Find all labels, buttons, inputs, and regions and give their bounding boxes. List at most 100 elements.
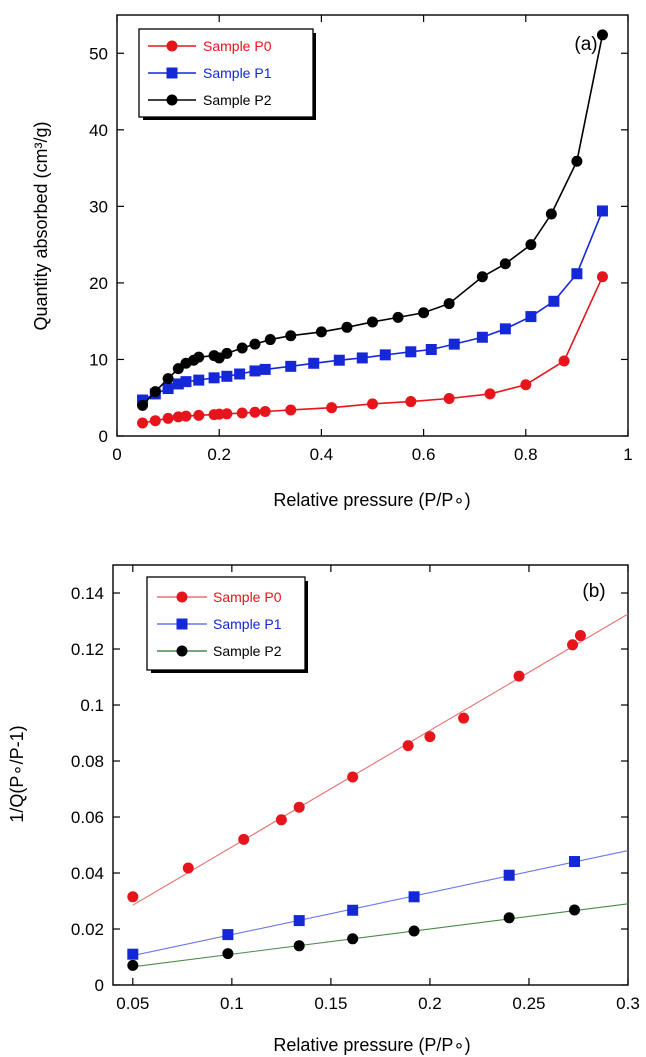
- data-point: [548, 295, 560, 307]
- x-tick-label: 0.1: [220, 994, 244, 1013]
- fit-line: [132, 903, 629, 968]
- y-tick-label: 0.12: [71, 640, 104, 659]
- data-point: [127, 948, 139, 960]
- data-point: [180, 376, 192, 388]
- data-point: [172, 378, 184, 390]
- series-group-a: [137, 29, 608, 429]
- y-axis-label-a: Quantity absorbed (cm³/g): [31, 121, 51, 330]
- legend-shadow-bottom-b: [151, 670, 308, 673]
- data-point: [308, 357, 320, 369]
- plot-frame-a: [116, 14, 629, 437]
- legend-marker: [166, 67, 178, 79]
- legend-label: Sample P0: [203, 38, 272, 54]
- y-tick-label: 0.08: [71, 752, 104, 771]
- data-point: [402, 740, 414, 752]
- data-point: [208, 372, 220, 384]
- data-point: [571, 155, 583, 167]
- data-point: [264, 334, 276, 346]
- data-point: [222, 948, 234, 960]
- data-point: [503, 869, 515, 881]
- data-point: [333, 354, 345, 366]
- data-point: [315, 326, 327, 338]
- data-point: [574, 630, 586, 642]
- panel-label-b: (b): [582, 581, 605, 602]
- data-point: [405, 346, 417, 358]
- data-point: [275, 814, 287, 826]
- data-point: [499, 258, 511, 270]
- data-point: [379, 349, 391, 361]
- x-tick-label: 0.25: [512, 994, 545, 1013]
- data-point: [193, 351, 205, 363]
- data-point: [569, 856, 581, 868]
- y-tick-label: 20: [89, 274, 108, 293]
- data-point: [367, 398, 378, 410]
- data-point: [525, 311, 537, 323]
- legend-label: Sample P1: [203, 65, 272, 81]
- data-point: [326, 402, 338, 414]
- data-point: [193, 374, 205, 386]
- data-point: [293, 915, 305, 927]
- data-point: [408, 891, 420, 903]
- data-point: [137, 399, 149, 411]
- data-point: [293, 801, 305, 813]
- data-point: [127, 891, 139, 903]
- data-point: [392, 311, 404, 323]
- data-point: [285, 404, 297, 416]
- fit-line: [132, 850, 629, 957]
- panel-label-a: (a): [574, 34, 597, 55]
- data-point: [476, 271, 488, 283]
- y-tick-label: 50: [89, 44, 108, 63]
- data-point: [221, 347, 233, 359]
- data-point: [182, 862, 194, 874]
- series-group-b: [127, 613, 629, 971]
- data-point: [405, 396, 417, 408]
- x-tick-label: 0.15: [314, 994, 347, 1013]
- legend-label: Sample P2: [203, 92, 272, 108]
- data-point: [503, 912, 515, 924]
- data-point: [418, 307, 430, 319]
- data-point: [221, 408, 233, 420]
- data-point: [249, 406, 261, 418]
- data-point: [285, 330, 297, 342]
- data-point: [545, 208, 557, 220]
- data-point: [149, 415, 161, 427]
- chart-b: 0.05 0.1 0.15 0.2 0.25 0.3 0 0.02 0.04 0.06 0.08 0.…: [7, 564, 640, 1055]
- legend-marker: [176, 645, 188, 657]
- data-point: [558, 355, 570, 367]
- data-point: [172, 363, 184, 375]
- data-point: [341, 321, 353, 333]
- data-point: [569, 904, 581, 916]
- data-point: [443, 298, 455, 310]
- x-tick-label: 0.8: [514, 445, 538, 464]
- series-sample-p1: [127, 850, 629, 960]
- legend-b: Sample P0 Sample P1 Sample P2: [146, 576, 308, 673]
- legend-marker: [176, 618, 188, 630]
- y-axis-label-b: 1/Q(P∘/P-1): [7, 725, 27, 822]
- legend-a: Sample P0 Sample P1 Sample P2: [138, 28, 316, 120]
- data-point: [458, 712, 470, 724]
- data-point: [484, 388, 496, 400]
- data-point: [408, 925, 420, 937]
- data-point: [259, 406, 271, 418]
- data-point: [285, 360, 297, 372]
- data-point: [162, 383, 174, 395]
- data-point: [259, 363, 271, 375]
- y-tick-label: 0.1: [80, 696, 104, 715]
- x-tick-label: 0.3: [616, 994, 640, 1013]
- data-point: [347, 904, 359, 916]
- data-point: [567, 639, 579, 651]
- data-point: [236, 407, 248, 419]
- data-point: [127, 959, 139, 971]
- data-point: [448, 338, 460, 350]
- data-point: [137, 417, 149, 429]
- ticks-b: 0.05 0.1 0.15 0.2 0.25 0.3 0 0.02 0.04 0.06 0.08 0.…: [71, 565, 640, 1013]
- legend-marker: [166, 94, 178, 106]
- data-point: [149, 386, 161, 398]
- data-point: [347, 771, 359, 783]
- legend-shadow-a: [313, 33, 316, 120]
- data-point: [356, 352, 368, 364]
- data-point: [293, 940, 305, 952]
- y-tick-label: 0.14: [71, 584, 104, 603]
- x-axis-label-a: Relative pressure (P/P∘): [273, 490, 470, 510]
- data-point: [596, 271, 608, 283]
